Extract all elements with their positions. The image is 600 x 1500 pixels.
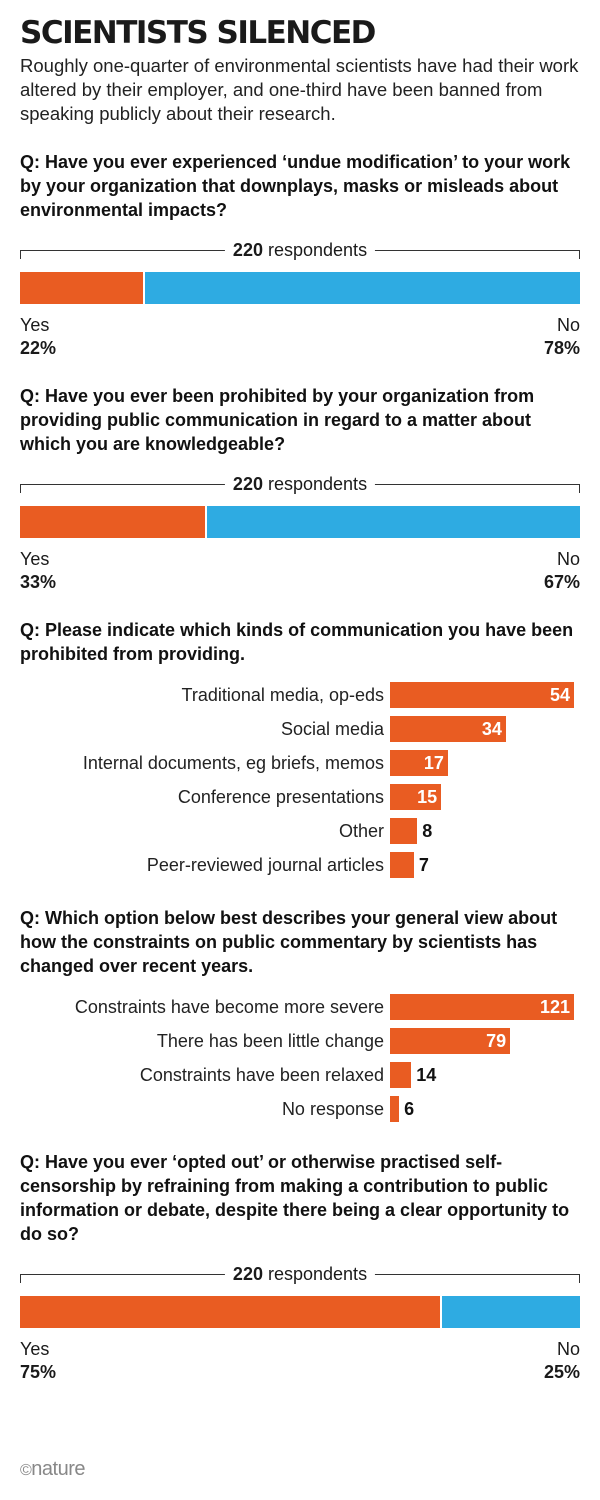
q5-respondents-bracket: 220 respondents	[20, 1262, 580, 1286]
bar-track: 17	[390, 750, 580, 776]
q3-question: Q: Please indicate which kinds of commun…	[20, 620, 574, 664]
bar-row: Constraints have become more severe 121	[20, 990, 580, 1024]
q5-split-labels: Yes 75% No 25%	[20, 1338, 580, 1384]
chart-title: SCIENTISTS SILENCED	[20, 15, 376, 51]
category-label: No response	[281, 1098, 384, 1119]
q1-yes-pct: 22%	[20, 338, 57, 358]
q2-respondents-count: 220	[232, 474, 263, 494]
bar-row: Social media 34	[20, 712, 580, 746]
q2-yes-segment	[20, 506, 205, 538]
value-label: 79	[486, 1031, 507, 1051]
category-label: Peer-reviewed journal articles	[146, 854, 384, 875]
q2-no-pct: 67%	[543, 572, 580, 592]
bar-row: No response 6	[20, 1092, 580, 1126]
bar-row: Other 8	[20, 814, 580, 848]
q5-yes-segment	[20, 1296, 440, 1328]
bar-row: Traditional media, op-eds 54	[20, 678, 580, 712]
bar: 121	[390, 994, 574, 1020]
bar-row: Constraints have been relaxed 14	[20, 1058, 580, 1092]
value-label: 17	[423, 753, 444, 773]
q5-respondents-count: 220	[232, 1264, 263, 1284]
q1-respondents-text: respondents	[267, 240, 368, 260]
nature-logo: ©nature	[20, 1458, 86, 1481]
q3-bar-chart: Traditional media, op-eds 54 Social media 3…	[20, 678, 580, 882]
q2-no-segment	[204, 506, 580, 538]
value-label: 15	[417, 787, 438, 807]
bar: 54	[390, 682, 574, 708]
q2-respondents-bracket: 220 respondents	[20, 472, 580, 496]
bar	[390, 818, 418, 844]
q5-no-pct: 25%	[543, 1362, 580, 1382]
bar-track: 14	[390, 1062, 580, 1088]
bar-track: 34	[390, 716, 580, 742]
value-label: 54	[549, 685, 570, 705]
bar-track: 79	[390, 1028, 580, 1054]
q5-no-segment	[440, 1296, 580, 1328]
q1-question: Q: Have you ever experienced ‘undue modi…	[20, 152, 571, 220]
bar-track: 8	[390, 818, 580, 844]
bar: 15	[390, 784, 442, 810]
bar	[390, 1096, 400, 1122]
q5-respondents-text: respondents	[267, 1264, 368, 1284]
bar-track: 7	[390, 852, 580, 878]
q2-split-labels: Yes 33% No 67%	[20, 548, 580, 594]
value-label: 7	[418, 855, 429, 875]
value-label: 14	[416, 1065, 437, 1085]
bar-row: There has been little change 79	[20, 1024, 580, 1058]
category-label: Internal documents, eg briefs, memos	[82, 752, 384, 773]
category-label: There has been little change	[156, 1030, 384, 1051]
q2-yes-label: Yes	[20, 549, 50, 569]
category-label: Constraints have been relaxed	[139, 1064, 384, 1085]
category-label: Constraints have become more severe	[74, 996, 384, 1017]
bar-track: 54	[390, 682, 580, 708]
infographic: SCIENTISTS SILENCED Roughly one-quarter …	[20, 14, 580, 1384]
category-label: Social media	[280, 718, 384, 739]
category-label: Conference presentations	[177, 786, 384, 807]
q2-question: Q: Have you ever been prohibited by your…	[20, 386, 535, 454]
q1-yes-segment	[20, 272, 144, 304]
category-label: Other	[338, 820, 384, 841]
bar: 34	[390, 716, 506, 742]
category-label: Traditional media, op-eds	[181, 684, 384, 705]
bar-track: 121	[390, 994, 580, 1020]
q1-split-bar	[20, 272, 580, 304]
q2-split-bar	[20, 506, 580, 538]
q1-respondents-count: 220	[232, 240, 263, 260]
value-label: 121	[539, 997, 570, 1017]
q4-bar-chart: Constraints have become more severe 121 Th…	[20, 990, 580, 1126]
q4-question: Q: Which option below best describes you…	[20, 908, 558, 976]
q1-split-labels: Yes 22% No 78%	[20, 314, 580, 360]
bar-row: Peer-reviewed journal articles 7	[20, 848, 580, 882]
q1-respondents-bracket: 220 respondents	[20, 238, 580, 262]
value-label: 8	[422, 821, 433, 841]
q5-no-label: No	[556, 1339, 580, 1359]
bar: 17	[390, 750, 448, 776]
q1-no-pct: 78%	[543, 338, 580, 358]
q1-no-segment	[143, 272, 580, 304]
logo-text: nature	[31, 1458, 86, 1480]
q2-no-label: No	[556, 549, 580, 569]
bar-row: Internal documents, eg briefs, memos 17	[20, 746, 580, 780]
q2-yes-pct: 33%	[20, 572, 57, 592]
q2-respondents-text: respondents	[267, 474, 368, 494]
q5-question: Q: Have you ever ‘opted out’ or otherwis…	[20, 1152, 570, 1244]
chart-subtitle: Roughly one-quarter of environmental sci…	[20, 55, 579, 124]
value-label: 34	[481, 719, 502, 739]
q1-no-label: No	[556, 315, 580, 335]
bar	[390, 852, 414, 878]
bar	[390, 1062, 412, 1088]
bar: 79	[390, 1028, 511, 1054]
q5-yes-label: Yes	[20, 1339, 50, 1359]
copyright-icon: ©	[20, 1462, 32, 1479]
bar-track: 15	[390, 784, 580, 810]
q5-split-bar	[20, 1296, 580, 1328]
value-label: 6	[404, 1099, 415, 1119]
bar-track: 6	[390, 1096, 580, 1122]
q1-yes-label: Yes	[20, 315, 50, 335]
q5-yes-pct: 75%	[20, 1362, 57, 1382]
bar-row: Conference presentations 15	[20, 780, 580, 814]
